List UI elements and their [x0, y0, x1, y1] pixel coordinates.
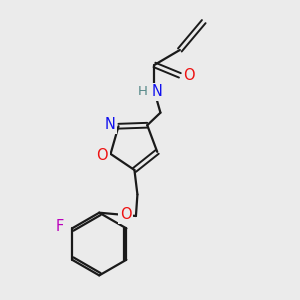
Text: F: F: [56, 219, 64, 234]
Text: O: O: [120, 207, 131, 222]
Text: H: H: [138, 85, 148, 98]
Text: O: O: [96, 148, 108, 163]
Text: N: N: [105, 117, 116, 132]
Text: N: N: [152, 84, 162, 99]
Text: O: O: [184, 68, 195, 83]
